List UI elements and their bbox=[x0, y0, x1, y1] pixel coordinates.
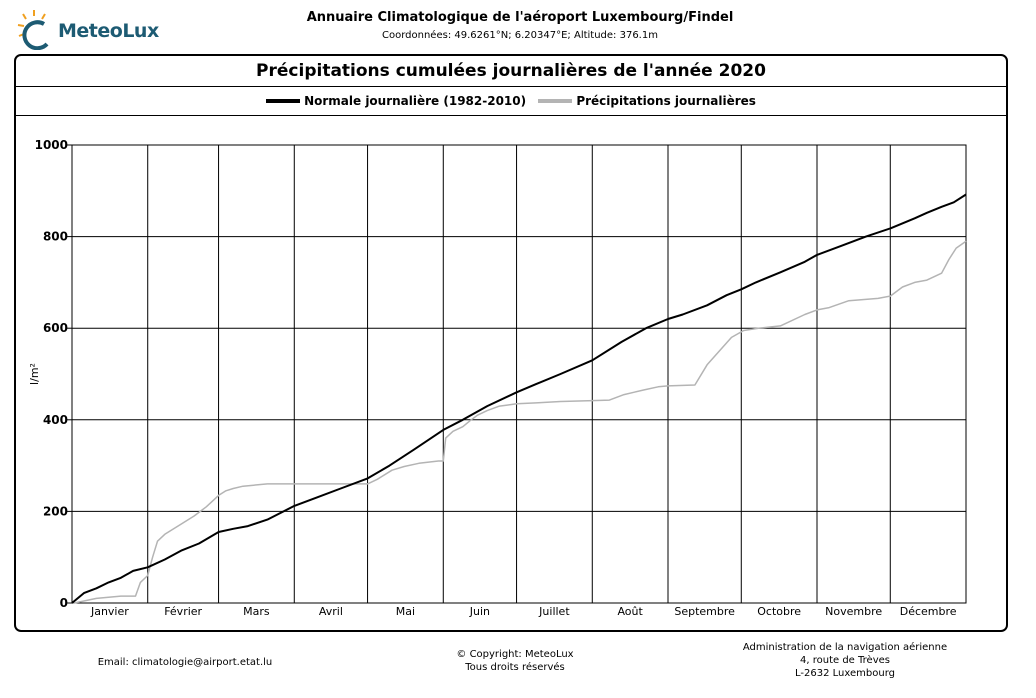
x-tick-label: Août bbox=[617, 605, 643, 618]
footer-copyright: © Copyright: MeteoLux Tous droits réserv… bbox=[420, 648, 610, 674]
admin-line-1: Administration de la navigation aérienne bbox=[742, 642, 948, 653]
x-tick-label: Octobre bbox=[757, 605, 801, 618]
series-line-actual bbox=[72, 240, 967, 604]
plot-area bbox=[71, 144, 967, 604]
x-tick-label: Juin bbox=[469, 605, 490, 618]
x-tick-label: Septembre bbox=[674, 605, 735, 618]
legend-item-actual: Précipitations journalières bbox=[538, 94, 756, 108]
x-tick-label: Mai bbox=[396, 605, 415, 618]
copyright-text: © Copyright: MeteoLux bbox=[456, 649, 574, 660]
sun-logo-icon bbox=[17, 10, 49, 51]
admin-line-3: L-2632 Luxembourg bbox=[795, 668, 895, 679]
meteolux-logo: MeteoLux bbox=[14, 6, 159, 51]
legend-label-actual: Précipitations journalières bbox=[576, 93, 756, 108]
y-tick-label: 0 bbox=[60, 596, 68, 610]
x-tick-label: Janvier bbox=[90, 605, 129, 618]
x-tick-label: Avril bbox=[319, 605, 343, 618]
x-tick-label: Décembre bbox=[900, 605, 957, 618]
legend: Normale journalière (1982-2010) Précipit… bbox=[16, 93, 1006, 108]
coordinates-text: Coordonnées: 49.6261°N; 6.20347°E; Altit… bbox=[382, 30, 658, 41]
rights-text: Tous droits réservés bbox=[465, 662, 565, 673]
series-line-normal bbox=[71, 193, 967, 604]
legend-swatch-actual bbox=[538, 99, 573, 103]
y-tick-label: 200 bbox=[43, 504, 68, 518]
x-tick-label: Mars bbox=[243, 605, 270, 618]
y-tick-label: 1000 bbox=[35, 138, 68, 152]
x-tick-label: Juillet bbox=[538, 605, 570, 618]
email-text: Email: climatologie@airport.etat.lu bbox=[97, 657, 273, 668]
legend-item-normal: Normale journalière (1982-2010) bbox=[266, 94, 526, 108]
y-tick-label: 800 bbox=[43, 230, 68, 244]
y-tick-label: 400 bbox=[43, 413, 68, 427]
logo-text: MeteoLux bbox=[58, 20, 159, 42]
legend-row: Normale journalière (1982-2010) Précipit… bbox=[16, 87, 1006, 116]
legend-label-normal: Normale journalière (1982-2010) bbox=[304, 93, 527, 108]
page-title: Annuaire Climatologique de l'aéroport Lu… bbox=[306, 10, 734, 25]
admin-line-2: 4, route de Trèves bbox=[800, 655, 890, 666]
legend-swatch-normal bbox=[266, 99, 301, 103]
y-tick-label: 600 bbox=[43, 321, 68, 335]
chart-frame: Précipitations cumulées journalières de … bbox=[14, 54, 1008, 632]
x-tick-label: Novembre bbox=[825, 605, 882, 618]
footer-email: Email: climatologie@airport.etat.lu bbox=[90, 656, 280, 669]
x-tick-label: Février bbox=[164, 605, 202, 618]
chart-title: Précipitations cumulées journalières de … bbox=[16, 56, 1006, 87]
footer-address: Administration de la navigation aérienne… bbox=[735, 641, 955, 680]
y-axis-label: l/m² bbox=[28, 363, 41, 385]
